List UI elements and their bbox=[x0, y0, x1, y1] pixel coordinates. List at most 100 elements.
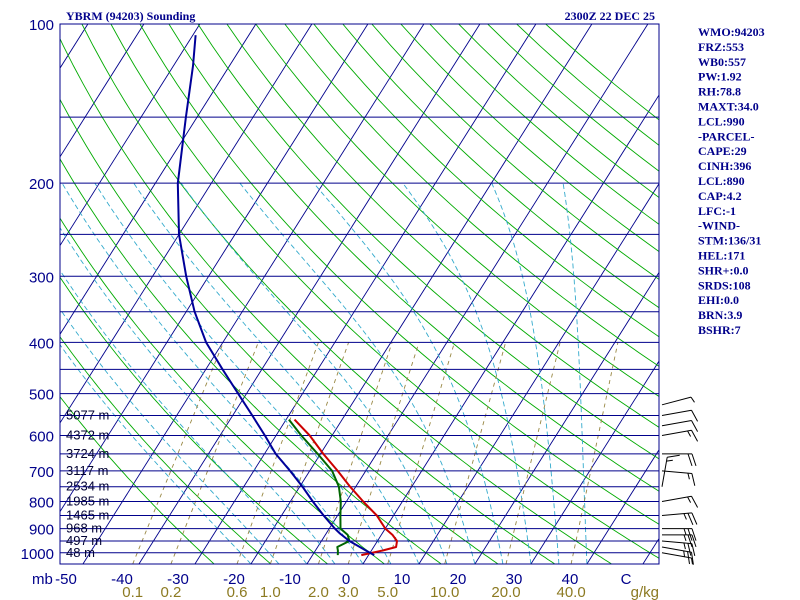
dry-adiabat-line bbox=[60, 276, 328, 564]
index-value: -WIND- bbox=[698, 219, 740, 233]
isotherm-line bbox=[60, 24, 257, 336]
wind-barb bbox=[661, 453, 697, 467]
isotherm-line bbox=[362, 94, 659, 564]
temperature-tick-label: 0 bbox=[342, 571, 350, 588]
index-value: BRN:3.9 bbox=[698, 308, 742, 322]
moist-adiabat-line bbox=[60, 226, 336, 564]
wind-barbs bbox=[661, 396, 699, 565]
wind-barb bbox=[661, 528, 697, 541]
wind-barb bbox=[661, 396, 695, 406]
mixing-ratio-label: 3.0 bbox=[338, 584, 359, 600]
isotherm-line bbox=[60, 24, 369, 513]
height-label: 48 m bbox=[66, 545, 95, 560]
mixing-ratio-line bbox=[347, 342, 420, 564]
dry-adiabat-lines bbox=[60, 24, 659, 564]
index-value: STM:136/31 bbox=[698, 234, 761, 248]
mixing-ratio-label: 0.1 bbox=[122, 584, 143, 600]
mixing-ratio-line bbox=[387, 342, 455, 564]
pressure-tick-label: 400 bbox=[29, 335, 54, 352]
height-label: 3724 m bbox=[66, 446, 109, 461]
moist-adiabat-line bbox=[180, 182, 448, 564]
background-lines bbox=[60, 24, 659, 564]
sounding-indices: WMO:94203FRZ:553WB0:557PW:1.92RH:78.8MAX… bbox=[698, 25, 765, 337]
mixing-ratio-label: 20.0 bbox=[491, 584, 520, 600]
moist-adiabat-line bbox=[402, 182, 532, 564]
dry-adiabat-line bbox=[400, 24, 659, 253]
dry-adiabat-line bbox=[168, 24, 659, 492]
wind-barb bbox=[661, 420, 699, 432]
pressure-tick-label: 800 bbox=[29, 495, 54, 512]
isotherm-line bbox=[530, 360, 659, 564]
dry-adiabat-line bbox=[60, 336, 272, 564]
mixing-ratio-label: 0.2 bbox=[160, 584, 181, 600]
height-label: 497 m bbox=[66, 533, 102, 548]
mixing-ratio-label: 40.0 bbox=[556, 584, 585, 600]
index-value: CAP:4.2 bbox=[698, 189, 742, 203]
pressure-tick-label: 200 bbox=[29, 176, 54, 193]
isotherm-line bbox=[586, 449, 659, 564]
dry-adiabat-line bbox=[197, 24, 659, 460]
y-unit-label: mb bbox=[32, 571, 53, 588]
mixing-ratio-lines bbox=[132, 342, 619, 564]
dewpoint-line bbox=[288, 418, 351, 556]
dry-adiabat-line bbox=[284, 24, 659, 367]
height-label: 968 m bbox=[66, 521, 102, 536]
mixing-ratio-labels: 0.1 0.2 0.6 1.0 2.0 3.0 5.0 10.0 20.0 40.0 g/kg bbox=[122, 584, 659, 600]
mixing-ratio-line bbox=[269, 342, 350, 564]
temperature-line bbox=[293, 418, 398, 557]
parcel-line bbox=[176, 35, 375, 556]
index-value: MAXT:34.0 bbox=[698, 100, 759, 114]
pressure-tick-label: 600 bbox=[29, 429, 54, 446]
isotherm-line bbox=[60, 24, 145, 158]
temperature-tick-label: C bbox=[621, 571, 632, 588]
mixing-ratio-label: 5.0 bbox=[377, 584, 398, 600]
index-value: SRDS:108 bbox=[698, 278, 751, 292]
index-value: LFC:-1 bbox=[698, 204, 736, 218]
isotherm-line bbox=[418, 182, 659, 564]
isotherm-lines bbox=[60, 24, 659, 564]
pressure-tick-label: 500 bbox=[29, 387, 54, 404]
pressure-tick-label: 1000 bbox=[21, 546, 54, 563]
index-value: LCL:990 bbox=[698, 114, 745, 128]
dry-adiabat-line bbox=[371, 24, 659, 280]
mixing-ratio-label: g/kg bbox=[631, 584, 659, 600]
height-label: 3117 m bbox=[66, 463, 108, 478]
index-value: PW:1.92 bbox=[698, 70, 742, 84]
temperature-tick-label: 30 bbox=[506, 571, 523, 588]
wind-barb bbox=[661, 495, 699, 508]
chart-timestamp: 2300Z 22 DEC 25 bbox=[565, 9, 655, 23]
dry-adiabat-line bbox=[60, 98, 499, 564]
temperature-tick-label: -20 bbox=[223, 571, 245, 588]
index-value: HEL:171 bbox=[698, 249, 745, 263]
index-value: CAPE:29 bbox=[698, 144, 747, 158]
chart-title: YBRM (94203) Sounding bbox=[66, 9, 195, 23]
mixing-ratio-label: 2.0 bbox=[308, 584, 329, 600]
moist-adiabat-line bbox=[60, 344, 252, 564]
wind-barb bbox=[661, 409, 699, 422]
temperature-tick-label: 10 bbox=[394, 571, 411, 588]
isotherm-line bbox=[250, 24, 593, 564]
wind-barb bbox=[661, 429, 699, 442]
dry-adiabat-line bbox=[255, 24, 659, 398]
mixing-ratio-line bbox=[505, 342, 561, 564]
temperature-tick-label: -30 bbox=[167, 571, 189, 588]
plot-frame bbox=[59, 23, 660, 565]
index-value: SHR+:0.0 bbox=[698, 263, 749, 277]
dry-adiabat-line bbox=[60, 37, 556, 564]
height-label: 1465 m bbox=[66, 508, 109, 523]
moist-adiabat-line bbox=[491, 183, 560, 564]
isotherm-line bbox=[60, 24, 201, 247]
isotherm-line bbox=[474, 271, 659, 564]
wind-barb bbox=[661, 546, 694, 565]
height-label: 4372 m bbox=[66, 428, 109, 443]
index-value: EHI:0.0 bbox=[698, 293, 739, 307]
moist-adiabat-lines bbox=[60, 182, 588, 564]
profile-lines bbox=[176, 35, 398, 557]
dry-adiabat-line bbox=[60, 396, 215, 564]
mixing-ratio-label: 10.0 bbox=[430, 584, 459, 600]
pressure-tick-labels: 100 200 300 400 500 600 700 800 900 1000 bbox=[21, 17, 54, 563]
temperature-tick-labels: -50 -40 -30 -20 -10 0 10 20 30 40 C bbox=[55, 571, 631, 588]
